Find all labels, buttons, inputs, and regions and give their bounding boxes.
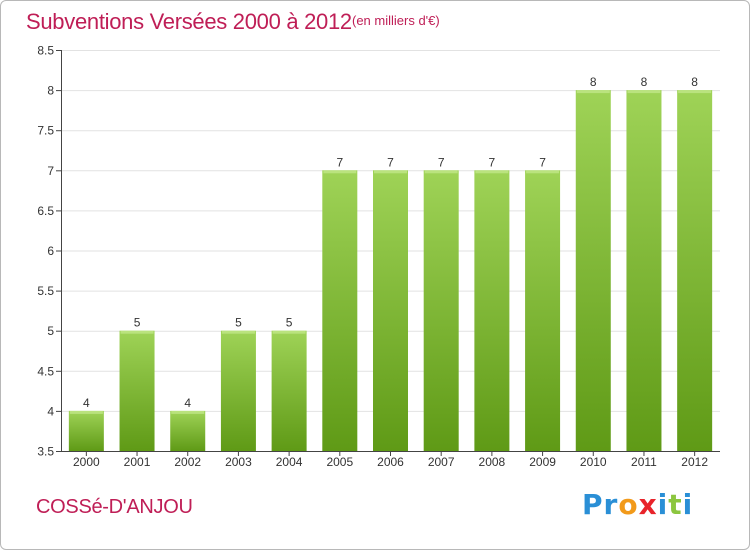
bar-highlight (221, 330, 255, 334)
x-tick-label-2008: 2008 (479, 455, 506, 469)
x-tick-label-2007: 2007 (428, 455, 455, 469)
value-label-2008: 7 (489, 155, 496, 169)
x-tick-label-2011: 2011 (631, 455, 657, 469)
bar-highlight (171, 410, 205, 414)
bar-highlight (323, 170, 357, 174)
x-tick-label-2012: 2012 (681, 455, 708, 469)
bar-highlight (272, 330, 306, 334)
value-label-2005: 7 (336, 155, 343, 169)
y-tick-label: 7.5 (37, 124, 54, 138)
bar-2002 (170, 410, 206, 451)
proxiti-logo: Proxiti (582, 488, 693, 521)
y-tick-label: 8.5 (37, 44, 54, 58)
y-tick-label: 4 (47, 404, 54, 418)
value-label-2003: 5 (235, 316, 242, 330)
y-tick-label: 4.5 (37, 364, 54, 378)
bar-2005 (322, 170, 358, 452)
y-tick-label: 7 (47, 164, 54, 178)
logo-letter: o (618, 488, 639, 521)
bar-2009 (525, 170, 561, 452)
value-label-2009: 7 (539, 155, 546, 169)
axes (56, 50, 720, 456)
chart-title: Subventions Versées 2000 à 2012 (26, 9, 352, 34)
x-tick-label-2000: 2000 (73, 455, 100, 469)
value-label-2006: 7 (387, 155, 394, 169)
value-label-2002: 4 (184, 396, 191, 410)
logo-letter: P (582, 488, 604, 521)
value-label-2001: 5 (134, 316, 141, 330)
bars (68, 90, 713, 452)
bar-2003 (220, 330, 256, 451)
y-tick-label: 6.5 (37, 204, 54, 218)
logo-letter: r (603, 488, 619, 521)
x-tick-label-2001: 2001 (124, 455, 151, 469)
x-tick-label-2002: 2002 (174, 455, 201, 469)
x-tick-label-2006: 2006 (377, 455, 404, 469)
bar-2006 (373, 170, 408, 452)
bar-2001 (119, 330, 155, 451)
bar-2008 (474, 170, 510, 452)
x-tick-label-2009: 2009 (529, 455, 556, 469)
x-tick-label-2004: 2004 (276, 455, 303, 469)
bar-highlight (678, 90, 712, 94)
y-tick-label: 3.5 (37, 445, 54, 459)
logo-letter: i (657, 488, 669, 521)
logo-letter: x (638, 488, 658, 521)
bar-highlight (627, 90, 661, 94)
value-label-2000: 4 (83, 396, 90, 410)
logo-letter: i (682, 488, 694, 521)
bar-highlight (69, 410, 103, 414)
bar-2007 (423, 170, 459, 452)
labels: 3.5 4 4.5 5 5.5 6 6.5 7 7.5 8 8.5 4 2000 5 2001 4 2002 5 2… (37, 44, 708, 470)
bar-2010 (575, 90, 611, 451)
value-label-2011: 8 (641, 75, 648, 89)
y-tick-label: 6 (47, 244, 54, 258)
bar-highlight (120, 330, 154, 334)
bar-highlight (576, 90, 610, 94)
y-tick-label: 5.5 (37, 284, 54, 298)
bar-highlight (374, 170, 407, 174)
x-tick-label-2010: 2010 (580, 455, 607, 469)
value-label-2012: 8 (691, 75, 698, 89)
chart-unit: (en milliers d'€) (352, 13, 440, 28)
bar-highlight (424, 170, 458, 174)
x-tick-label-2005: 2005 (326, 455, 353, 469)
bar-highlight (526, 170, 560, 174)
logo-letter: t (668, 488, 683, 521)
bar-2004 (271, 330, 307, 451)
commune-name: COSSé-D'ANJOU (36, 496, 193, 518)
bar-2012 (677, 90, 713, 451)
bar-highlight (475, 170, 509, 174)
value-label-2004: 5 (286, 316, 293, 330)
y-tick-label: 8 (47, 84, 54, 98)
value-label-2010: 8 (590, 75, 597, 89)
bar-2000 (68, 410, 104, 451)
x-tick-label-2003: 2003 (225, 455, 252, 469)
value-label-2007: 7 (438, 155, 445, 169)
y-tick-label: 5 (47, 324, 54, 338)
bar-2011 (626, 90, 662, 451)
